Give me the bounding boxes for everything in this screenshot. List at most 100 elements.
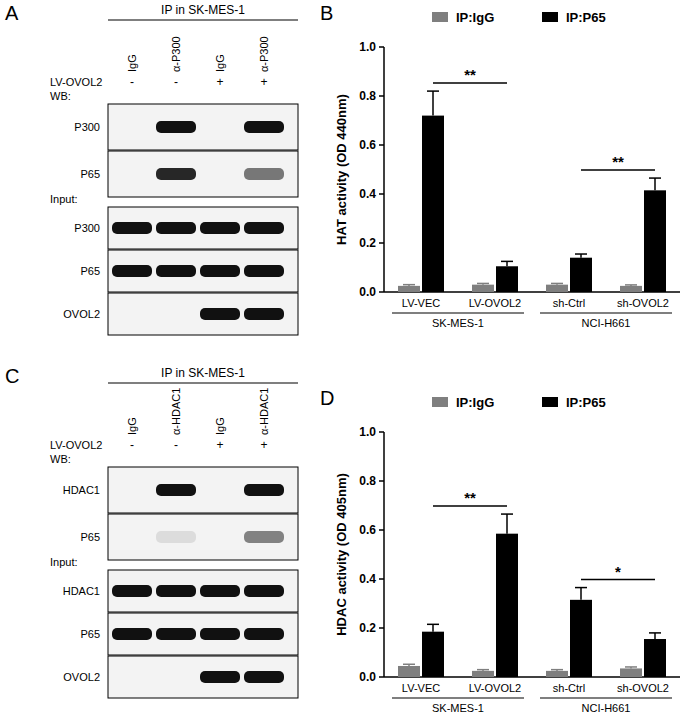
error-cap bbox=[625, 666, 637, 668]
error-cap bbox=[575, 587, 587, 589]
error-cap bbox=[551, 669, 563, 671]
band bbox=[244, 222, 284, 234]
bar-chart: DIP:IgGIP:P650.00.20.40.60.81.0HDAC acti… bbox=[320, 387, 680, 714]
y-tick bbox=[379, 242, 384, 244]
section-label: Input: bbox=[50, 556, 78, 568]
error-cap bbox=[551, 283, 563, 285]
y-axis bbox=[383, 47, 385, 292]
error-cap bbox=[649, 177, 661, 179]
x-tick-label: LV-OVOL2 bbox=[469, 682, 521, 694]
treatment-mark: + bbox=[216, 438, 223, 452]
treatment-label: LV-OVOL2 bbox=[50, 439, 102, 451]
lane-label: α-HDAC1 bbox=[170, 388, 182, 435]
y-tick bbox=[379, 46, 384, 48]
lane-label: IgG bbox=[214, 417, 226, 435]
band bbox=[156, 484, 196, 496]
band bbox=[156, 531, 196, 543]
legend-label: IP:P65 bbox=[566, 10, 606, 25]
treatment-mark: - bbox=[174, 75, 178, 89]
band bbox=[200, 628, 240, 640]
band bbox=[244, 628, 284, 640]
y-tick-label: 0.2 bbox=[359, 236, 376, 250]
panel-label: C bbox=[5, 365, 19, 387]
header-rule bbox=[108, 382, 298, 383]
y-tick-label: 0.4 bbox=[359, 187, 376, 201]
blot-strip bbox=[108, 151, 298, 197]
row-label: P65 bbox=[80, 265, 100, 277]
legend-label: IP:IgG bbox=[456, 10, 494, 25]
blot-strip bbox=[108, 514, 298, 560]
band bbox=[244, 671, 284, 683]
group-label: SK-MES-1 bbox=[432, 702, 484, 714]
bar bbox=[472, 285, 494, 292]
treatment-mark: - bbox=[174, 438, 178, 452]
lane-label: IgG bbox=[126, 54, 138, 72]
legend-label: IP:IgG bbox=[456, 395, 494, 410]
band bbox=[112, 628, 152, 640]
band bbox=[200, 222, 240, 234]
treatment-mark: - bbox=[130, 75, 134, 89]
bar bbox=[496, 534, 518, 677]
blot-strip bbox=[108, 207, 298, 249]
error-bar bbox=[654, 178, 656, 190]
error-cap bbox=[625, 284, 637, 286]
error-cap bbox=[403, 664, 415, 666]
band bbox=[200, 265, 240, 277]
x-tick-label: sh-Ctrl bbox=[553, 297, 585, 309]
blot-header: IP in SK-MES-1 bbox=[161, 3, 245, 17]
sig-label: * bbox=[615, 563, 621, 580]
blot-strip bbox=[108, 570, 298, 612]
sig-label: ** bbox=[612, 153, 624, 170]
y-axis bbox=[383, 432, 385, 677]
bar bbox=[422, 632, 444, 677]
y-axis-label: HDAC activity (OD 405nm) bbox=[334, 473, 349, 636]
figure: AIP in SK-MES-1IgGα-P300IgGα-P300LV-OVOL… bbox=[0, 0, 685, 724]
legend-swatch bbox=[432, 12, 448, 22]
bar bbox=[644, 639, 666, 677]
blot-strip bbox=[108, 104, 298, 150]
y-tick bbox=[379, 676, 384, 678]
bar bbox=[644, 190, 666, 292]
treatment-label: LV-OVOL2 bbox=[50, 76, 102, 88]
band bbox=[200, 308, 240, 320]
band bbox=[244, 265, 284, 277]
blot-strip bbox=[108, 250, 298, 292]
y-tick-label: 0.8 bbox=[359, 474, 376, 488]
x-tick-label: LV-VEC bbox=[402, 297, 440, 309]
y-tick bbox=[379, 193, 384, 195]
x-tick-label: LV-OVOL2 bbox=[469, 297, 521, 309]
legend-swatch bbox=[542, 397, 558, 407]
bars bbox=[398, 91, 666, 292]
y-axis-label: HAT activity (OD 440nm) bbox=[334, 94, 349, 245]
header-rule bbox=[108, 19, 298, 20]
row-label: HDAC1 bbox=[63, 585, 100, 597]
error-cap bbox=[477, 283, 489, 285]
blot-strip bbox=[108, 467, 298, 513]
band bbox=[156, 265, 196, 277]
band bbox=[156, 628, 196, 640]
error-bar bbox=[580, 588, 582, 600]
bar bbox=[546, 671, 568, 677]
band bbox=[244, 168, 284, 180]
error-cap bbox=[427, 90, 439, 92]
x-tick-label: LV-VEC bbox=[402, 682, 440, 694]
y-tick-label: 1.0 bbox=[359, 425, 376, 439]
x-tick-label: sh-OVOL2 bbox=[617, 682, 669, 694]
band bbox=[200, 671, 240, 683]
group-label: NCI-H661 bbox=[582, 317, 631, 329]
band bbox=[244, 585, 284, 597]
error-bar bbox=[432, 91, 434, 116]
row-label: P300 bbox=[74, 121, 100, 133]
band bbox=[156, 222, 196, 234]
bars bbox=[398, 514, 666, 677]
row-label: P65 bbox=[80, 628, 100, 640]
error-cap bbox=[403, 284, 415, 286]
error-bar bbox=[432, 624, 434, 631]
legend-swatch bbox=[542, 12, 558, 22]
band bbox=[112, 585, 152, 597]
treatment-mark: - bbox=[130, 438, 134, 452]
blot-header: IP in SK-MES-1 bbox=[161, 366, 245, 380]
row-label: HDAC1 bbox=[63, 484, 100, 496]
band bbox=[244, 308, 284, 320]
bar bbox=[496, 266, 518, 292]
